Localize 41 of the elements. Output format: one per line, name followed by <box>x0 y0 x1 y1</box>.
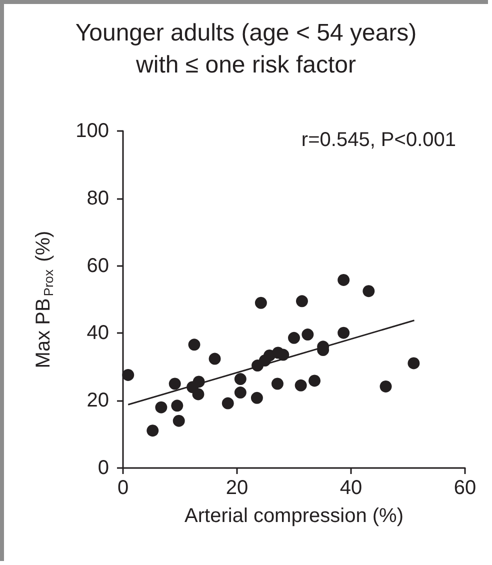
point <box>362 285 375 298</box>
point <box>122 368 134 381</box>
x-tick-label: 60 <box>454 477 476 499</box>
point <box>338 326 350 339</box>
x-tick-label: 40 <box>340 477 362 499</box>
point <box>188 338 200 351</box>
annotation: r=0.545, P<0.001 <box>301 129 456 151</box>
point <box>277 348 290 361</box>
point <box>168 378 181 390</box>
point <box>192 376 205 388</box>
x-tick-label: 0 <box>117 477 129 499</box>
point <box>172 414 185 427</box>
y-tick-label: 100 <box>76 120 109 142</box>
point <box>222 397 234 410</box>
point <box>302 328 314 341</box>
point <box>234 386 246 399</box>
point <box>208 352 221 365</box>
point <box>380 380 392 392</box>
point <box>271 378 284 390</box>
point <box>171 400 184 412</box>
x-tick-label: 20 <box>226 477 248 499</box>
point <box>234 373 246 386</box>
y-tick-label: 60 <box>86 254 109 277</box>
point <box>288 332 300 344</box>
point <box>250 392 263 404</box>
point <box>146 424 159 437</box>
chart-title: Younger adults (age < 54 years) with ≤ one risk factor <box>75 20 417 78</box>
y-axis-title: Max PBProx (%) <box>32 230 56 368</box>
y-tick-label: 0 <box>98 457 109 479</box>
point <box>408 357 420 370</box>
point <box>338 274 350 286</box>
x-axis-title: Arterial compression (%) <box>184 505 404 527</box>
point <box>155 401 168 414</box>
point <box>254 296 267 309</box>
y-tick-label: 20 <box>86 390 109 412</box>
point <box>294 379 307 392</box>
y-tick-label: 80 <box>86 187 109 210</box>
point <box>308 374 321 387</box>
point <box>192 388 204 400</box>
point <box>296 295 308 308</box>
y-tick-label: 40 <box>86 322 109 344</box>
